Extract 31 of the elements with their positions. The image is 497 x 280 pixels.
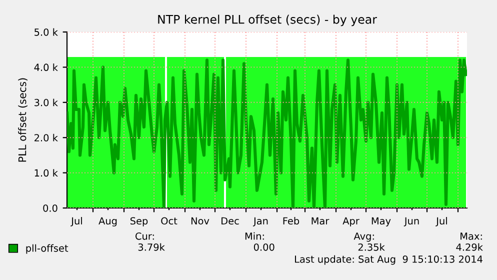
legend-label: pll-offset — [26, 244, 68, 254]
text: 0.00 — [254, 243, 274, 251]
text: Cur: — [135, 232, 154, 240]
text: Max: — [460, 232, 482, 240]
text: Last update: Sat Aug 9 15:10:13 2014 — [295, 255, 482, 265]
x-tick-label: Nov — [191, 217, 210, 225]
x-tick-label: Sep — [130, 217, 148, 226]
x-tick-label: May — [372, 217, 391, 226]
chart-title: NTP kernel PLL offset (secs) - by year — [158, 14, 377, 26]
x-tick-label: Aug — [98, 217, 117, 226]
text: 2.35k — [358, 243, 385, 251]
y-axis-title: PLL offset (secs) — [18, 78, 28, 162]
x-tick-label: Jan — [253, 217, 268, 226]
text: 4.29k — [456, 243, 483, 251]
x-tick-label: Dec — [222, 217, 239, 225]
x-tick-label: Oct — [161, 217, 178, 225]
text: 3.79k — [138, 243, 165, 251]
text: Min: — [245, 232, 264, 240]
x-tick-label: Apr — [342, 217, 360, 226]
x-tick-label: Jul — [70, 217, 82, 226]
y-tick-label: 2.0 k — [34, 134, 58, 142]
x-tick-label: Jul — [436, 217, 447, 226]
text: Avg: — [354, 232, 374, 242]
y-tick-label: 5.0 k — [34, 28, 58, 36]
x-tick-label: Mar — [312, 217, 330, 225]
x-tick-label: Jun — [404, 217, 419, 226]
y-tick-label: 1.0 k — [34, 169, 58, 177]
y-tick-label: 0.0 — [43, 204, 58, 212]
y-tick-label: 4.0 k — [34, 64, 58, 72]
x-tick-label: Feb — [283, 217, 300, 225]
y-tick-label: 3.0 k — [34, 98, 58, 106]
